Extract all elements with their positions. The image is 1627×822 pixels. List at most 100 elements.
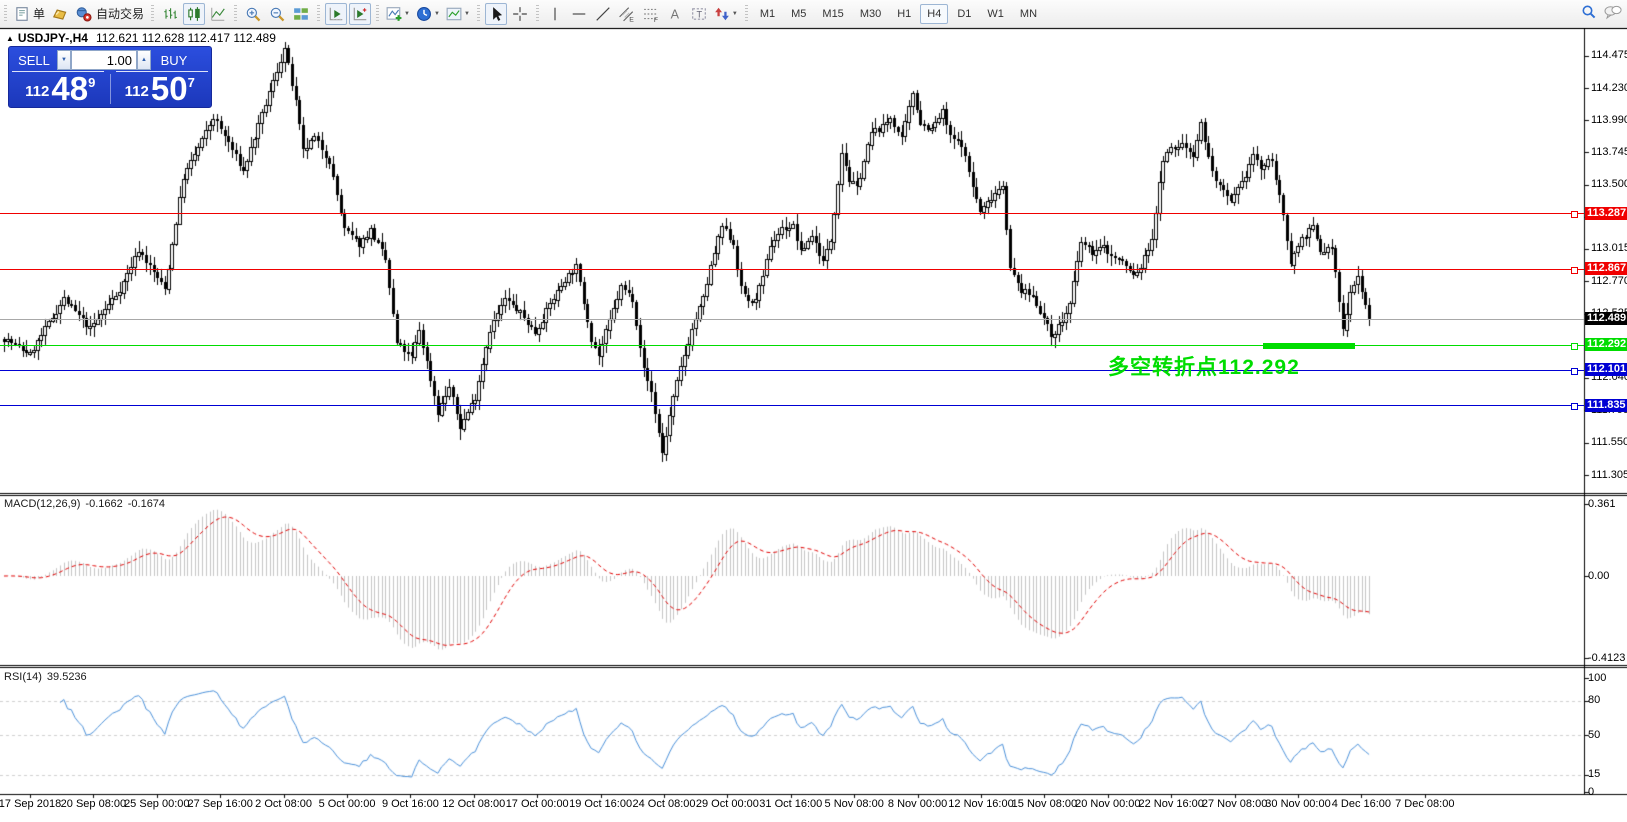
support-line-1[interactable]	[0, 367, 1584, 375]
search-icon[interactable]	[1578, 1, 1600, 23]
chevron-down-icon[interactable]: ▼	[731, 10, 738, 17]
indicators-button[interactable]: ▼	[384, 3, 412, 25]
chevron-down-icon[interactable]: ▼	[433, 10, 440, 17]
buy-price[interactable]: 112 50 7	[109, 72, 210, 105]
tab-timeframe-D1[interactable]: D1	[950, 4, 978, 24]
chart-title: ▲ USDJPY-,H4 112.621 112.628 112.417 112.4…	[6, 31, 276, 45]
periods-button[interactable]: ▼	[414, 3, 442, 25]
macd-indicator-label: MACD(12,26,9) -0.1662 -0.1674	[4, 498, 170, 510]
date-tick-label: 20 Sep 08:00	[60, 798, 127, 810]
chart-shift-button[interactable]	[325, 2, 348, 25]
tab-timeframe-W1[interactable]: W1	[980, 4, 1011, 24]
svg-text:A: A	[671, 7, 680, 21]
tab-timeframe-H4[interactable]: H4	[920, 3, 949, 24]
date-tick-label: 8 Nov 00:00	[887, 798, 948, 810]
autotrading-button[interactable]: 自动交易	[73, 3, 146, 25]
volume-input[interactable]	[71, 50, 137, 70]
rsi-indicator-label: RSI(14) 39.5236	[4, 671, 92, 683]
macd-scale-label: 0.00	[1588, 569, 1610, 582]
text-button[interactable]: A	[664, 3, 686, 25]
price-tick-label: 111.305	[1591, 468, 1627, 481]
autotrading-button-label: 自动交易	[96, 7, 145, 21]
candlestick-chart-button[interactable]	[183, 2, 206, 25]
date-tick-label: 7 Dec 08:00	[1395, 798, 1455, 810]
support-line-1-handle[interactable]	[1571, 367, 1578, 375]
sell-button[interactable]: SELL	[11, 50, 57, 70]
bar-chart-button[interactable]	[159, 3, 181, 25]
macd-signal-value: -0.1674	[127, 498, 166, 510]
price-tick-label: 113.745	[1591, 145, 1627, 158]
price-tick-label: 113.015	[1591, 242, 1627, 255]
horizontal-line-icon	[572, 12, 586, 15]
zoom-out-icon	[270, 7, 285, 21]
fibonacci-button[interactable]: F	[640, 3, 662, 25]
tab-timeframe-M1[interactable]: M1	[753, 4, 782, 24]
text-label-icon: T	[692, 7, 706, 20]
price-tick-label: 114.230	[1591, 81, 1627, 94]
date-tick-label: 24 Oct 08:00	[632, 798, 696, 810]
indicators-icon	[386, 6, 402, 21]
support-line-1-price-box: 112.101	[1585, 363, 1627, 377]
resistance-line-1-handle[interactable]	[1571, 211, 1578, 218]
trendline-icon	[596, 6, 610, 21]
chevron-down-icon[interactable]: ▼	[404, 10, 410, 17]
chevron-down-icon[interactable]: ▼	[463, 10, 470, 17]
ohlc-values: 112.621 112.628 112.417 112.489	[95, 31, 276, 45]
volume-decrease-button[interactable]: ▼	[57, 50, 71, 70]
pivot-highlight-segment[interactable]	[1263, 342, 1355, 349]
tab-timeframe-H1[interactable]: H1	[890, 4, 918, 24]
buy-button[interactable]: BUY	[151, 50, 197, 70]
new-order-button[interactable]: 单	[12, 3, 47, 25]
tile-windows-button[interactable]	[290, 3, 312, 25]
date-tick-label: 19 Oct 16:00	[569, 798, 633, 810]
templates-button[interactable]: ▼	[444, 3, 472, 25]
chat-icon[interactable]	[1602, 1, 1624, 23]
zoom-out-button[interactable]	[266, 3, 288, 25]
arrows-button[interactable]: ▼	[712, 3, 740, 25]
text-label-button[interactable]: T	[688, 3, 710, 25]
symbol-period-label: USDJPY-,H4	[17, 31, 88, 45]
auto-scroll-button[interactable]	[349, 2, 372, 25]
trendline-button[interactable]	[592, 3, 614, 25]
support-line-2[interactable]	[0, 403, 1584, 411]
current-price-box: 112.489	[1585, 312, 1627, 326]
collapse-arrow-icon[interactable]: ▲	[6, 34, 14, 43]
pivot-annotation-text[interactable]: 多空转折点112.292	[1108, 356, 1300, 379]
resistance-line-1[interactable]	[0, 211, 1584, 218]
chart-shift-icon	[329, 7, 343, 20]
svg-text:T: T	[696, 9, 702, 19]
resistance-line-2-handle[interactable]	[1571, 266, 1578, 274]
zoom-in-button[interactable]	[242, 3, 264, 25]
toolbar-grip	[476, 4, 480, 23]
date-tick-label: 31 Oct 16:00	[759, 798, 823, 810]
tab-timeframe-MN[interactable]: MN	[1013, 4, 1044, 24]
cursor-button[interactable]	[484, 2, 507, 25]
vertical-line-icon	[554, 7, 556, 20]
pivot-line-handle[interactable]	[1571, 342, 1578, 350]
line-chart-button[interactable]	[207, 3, 229, 25]
date-tick-label: 15 Nov 08:00	[1011, 798, 1078, 810]
date-tick-label: 2 Oct 08:00	[255, 798, 313, 810]
tab-timeframe-M30[interactable]: M30	[853, 4, 888, 24]
volume-increase-button[interactable]: ▲	[137, 50, 151, 70]
time-axis: 17 Sep 2018 20 Sep 08:00 25 Sep 00:00 27 Se…	[0, 795, 1584, 815]
tab-timeframe-M5[interactable]: M5	[784, 4, 813, 24]
sell-price[interactable]: 112 48 9	[11, 72, 110, 105]
sell-underline	[12, 71, 104, 72]
tab-timeframe-M15[interactable]: M15	[815, 4, 850, 24]
crosshair-button[interactable]	[509, 3, 531, 25]
date-tick-label: 27 Sep 16:00	[187, 798, 253, 810]
sell-price-prefix: 112	[25, 83, 50, 100]
resistance-line-2[interactable]	[0, 266, 1584, 274]
support-line-2-handle[interactable]	[1571, 403, 1578, 411]
horizontal-line-button[interactable]	[568, 3, 590, 25]
pivot-line[interactable]	[0, 342, 1584, 350]
vertical-line-button[interactable]	[544, 3, 566, 25]
rsi-name: RSI(14)	[4, 671, 42, 683]
metaeditor-button[interactable]	[49, 3, 71, 25]
equidistant-channel-button[interactable]: E	[616, 3, 638, 25]
buy-underline	[116, 71, 208, 72]
date-tick-label: 17 Sep 2018	[0, 798, 62, 810]
toolbar-grip	[744, 4, 748, 23]
